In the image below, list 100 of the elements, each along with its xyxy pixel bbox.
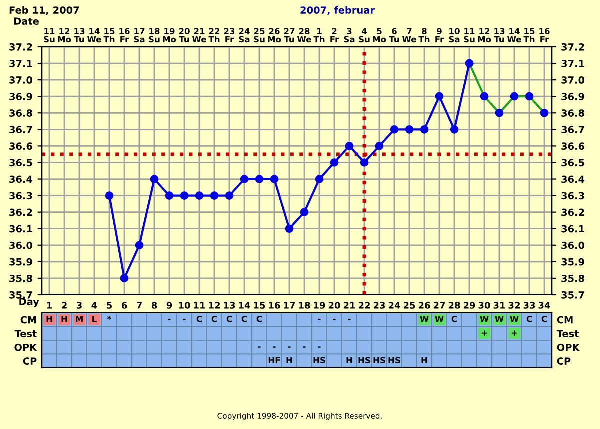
text: H [46, 316, 52, 322]
x2-tick-label: 1 Th [314, 28, 325, 42]
text: W [480, 316, 489, 322]
text: - [168, 319, 171, 320]
x2-tick-label: 12 Mo [478, 28, 492, 43]
text: HF [268, 357, 280, 364]
x-tick-label: 5 [107, 302, 112, 309]
point [285, 224, 294, 234]
category-label: OPK [557, 344, 580, 352]
text: - [348, 319, 351, 320]
x2-tick-label: 18 Su [149, 28, 160, 43]
y-tick-label: 36.6 [10, 142, 32, 150]
x2-tick-label: 19 Mo [163, 28, 176, 43]
x2-tick-label: 26 Mo [268, 28, 282, 43]
x2-tick-label: 14 We [87, 28, 102, 43]
x-tick-label: 24 [388, 302, 400, 309]
y-tick-label: 35.8 [10, 274, 32, 282]
text: C [242, 316, 248, 322]
x2-tick-label: 15 Th [524, 28, 535, 42]
x-tick-label: 14 [239, 302, 250, 309]
text: - [288, 346, 291, 348]
point [270, 175, 279, 184]
x-tick-label: 22 [358, 302, 370, 309]
category-label: Test [14, 330, 37, 338]
x-tick-label: 17 [284, 302, 296, 309]
x2-tick-label: 12 Mo [58, 28, 72, 43]
x2-tick-label: 4 Su [359, 28, 370, 43]
y-tick-label: 36.8 [10, 110, 32, 117]
point [330, 158, 339, 167]
point [240, 175, 249, 184]
x2-tick-label: 14 We [507, 28, 522, 43]
text: C [212, 316, 218, 322]
x2-tick-label: 5 Mo [373, 28, 386, 43]
point [420, 126, 429, 134]
x-tick-label: 1 [47, 302, 52, 309]
text: H [422, 357, 428, 364]
y-tick-label: 36.4 [10, 176, 33, 184]
y2-tick-label: 36.8 [562, 110, 584, 117]
point [345, 142, 354, 150]
x2-tick-label: 16 Fr [120, 28, 130, 42]
text: C [526, 316, 532, 322]
x-tick-label: 15 [254, 302, 266, 309]
text: L [92, 316, 97, 322]
y-tick-label: 36.1 [10, 225, 32, 233]
x2-tick-label: 24 Sa [239, 28, 250, 43]
text: + [512, 330, 518, 336]
x2-tick-label: 8 Th [418, 28, 430, 42]
point [390, 126, 399, 134]
text: C [196, 316, 202, 322]
x-tick-label: 19 [314, 302, 326, 309]
x-tick-label: 26 [418, 302, 430, 309]
x-tick-label: 6 [122, 302, 128, 309]
text: W [495, 316, 504, 322]
category-label: OPK [14, 344, 38, 352]
point [375, 142, 384, 150]
text: HS [314, 357, 326, 364]
text: - [318, 346, 321, 348]
y2-tick-label: 37.0 [562, 76, 585, 84]
point [300, 208, 309, 216]
point [315, 175, 324, 184]
text: C [226, 316, 232, 322]
x2-tick-label: 28 We [297, 28, 312, 43]
x-tick-label: 27 [434, 302, 446, 309]
x-tick-label: 8 [152, 302, 158, 309]
text: - [183, 319, 186, 320]
y-tick-label: 35.7 [10, 291, 32, 299]
point [105, 192, 114, 200]
x2-tick-label: 13 Tu [74, 28, 85, 43]
point [405, 126, 414, 134]
text: H [62, 316, 68, 322]
y2-tick-label: 35.8 [562, 274, 584, 282]
x-tick-label: 10 [179, 302, 190, 309]
text: + [482, 330, 488, 336]
text: * [107, 316, 112, 320]
point [165, 192, 174, 200]
text: - [258, 346, 261, 348]
x2-axis-title: Date [14, 18, 39, 26]
point [135, 241, 144, 250]
x-tick-label: 16 [269, 302, 280, 309]
point [210, 192, 219, 200]
x-tick-label: 32 [508, 302, 520, 309]
y2-tick-label: 37.2 [562, 43, 584, 51]
text: C [542, 316, 548, 322]
y2-tick-label: 36.9 [562, 93, 584, 100]
text: W [420, 316, 429, 322]
x-tick-label: 33 [524, 302, 536, 309]
x-tick-label: 23 [374, 302, 386, 309]
x-tick-label: 28 [448, 302, 460, 309]
y2-tick-label: 36.5 [562, 159, 584, 167]
y2-tick-label: 36.2 [562, 208, 584, 216]
x2-tick-label: 27 Tu [284, 28, 295, 43]
x2-tick-label: 2 Fr [330, 28, 340, 42]
text: - [333, 319, 336, 320]
x-tick-label: 18 [299, 302, 310, 309]
y2-tick-label: 36.0 [562, 242, 585, 250]
y-tick-label: 37.2 [10, 43, 32, 51]
text: HS [358, 357, 370, 364]
point [150, 175, 159, 184]
y-tick-label: 36.7 [10, 126, 32, 134]
text: - [273, 346, 276, 348]
